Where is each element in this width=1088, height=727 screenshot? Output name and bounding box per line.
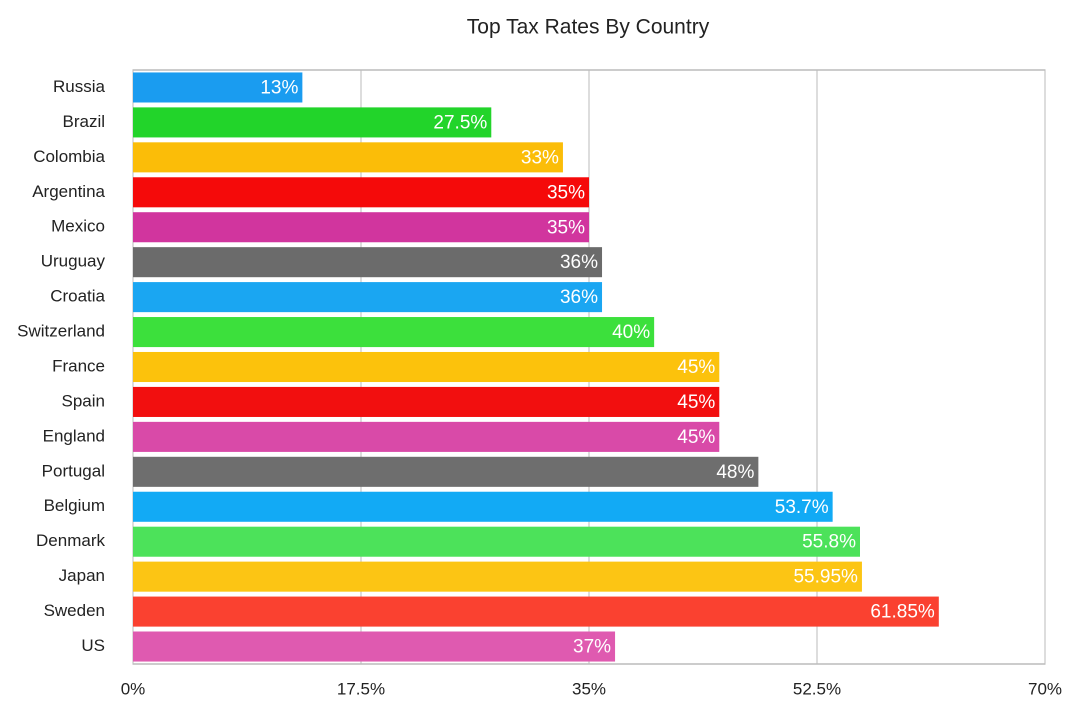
- bar: [133, 351, 720, 383]
- bar: [133, 526, 860, 557]
- bar: [133, 212, 589, 243]
- y-tick-label: Russia: [53, 77, 106, 96]
- y-tick-label: US: [81, 636, 105, 655]
- x-tick-label: 35%: [572, 679, 606, 698]
- y-tick-label: Argentina: [32, 182, 105, 201]
- value-label: 13%: [260, 77, 298, 98]
- x-tick-label: 52.5%: [793, 679, 841, 698]
- bar: [133, 317, 655, 348]
- bar: [133, 177, 589, 208]
- y-tick-label: Uruguay: [41, 252, 106, 271]
- y-tick-label: England: [43, 426, 105, 445]
- value-label: 35%: [547, 217, 585, 238]
- bar: [133, 386, 720, 417]
- y-tick-label: Brazil: [62, 112, 105, 131]
- value-label: 37%: [573, 637, 611, 658]
- y-tick-label: Mexico: [51, 217, 105, 236]
- y-tick-label: Japan: [59, 566, 105, 585]
- value-label: 53.7%: [775, 497, 829, 518]
- y-tick-label: France: [52, 356, 105, 375]
- y-tick-label: Switzerland: [17, 322, 105, 341]
- value-label: 45%: [677, 392, 715, 413]
- bar: [133, 247, 603, 278]
- y-tick-label: Portugal: [42, 461, 105, 480]
- value-label: 40%: [612, 322, 650, 343]
- value-label: 48%: [716, 462, 754, 483]
- bar: [133, 491, 833, 522]
- bar: [133, 72, 303, 103]
- value-label: 27.5%: [433, 112, 487, 133]
- value-label: 35%: [547, 182, 585, 203]
- bar: [133, 142, 563, 173]
- bar: [133, 631, 616, 662]
- bar: [133, 421, 720, 452]
- value-label: 45%: [677, 427, 715, 448]
- value-label: 36%: [560, 252, 598, 273]
- x-tick-label: 70%: [1028, 679, 1062, 698]
- y-tick-label: Belgium: [44, 496, 105, 515]
- chart-title: Top Tax Rates By Country: [467, 16, 710, 39]
- value-label: 55.8%: [802, 532, 856, 553]
- y-tick-label: Colombia: [33, 147, 105, 166]
- x-tick-label: 17.5%: [337, 679, 385, 698]
- bar: [133, 596, 939, 627]
- value-label: 55.95%: [793, 567, 858, 588]
- y-tick-label: Denmark: [36, 531, 105, 550]
- bar: [133, 456, 759, 487]
- value-label: 45%: [677, 357, 715, 378]
- value-label: 36%: [560, 287, 598, 308]
- bar: [133, 107, 492, 138]
- x-tick-label: 0%: [121, 679, 146, 698]
- bar: [133, 561, 862, 592]
- value-label: 61.85%: [870, 602, 935, 623]
- bar: [133, 282, 603, 313]
- y-tick-label: Spain: [62, 391, 105, 410]
- y-tick-label: Croatia: [50, 287, 105, 306]
- value-label: 33%: [521, 147, 559, 168]
- y-tick-label: Sweden: [44, 601, 105, 620]
